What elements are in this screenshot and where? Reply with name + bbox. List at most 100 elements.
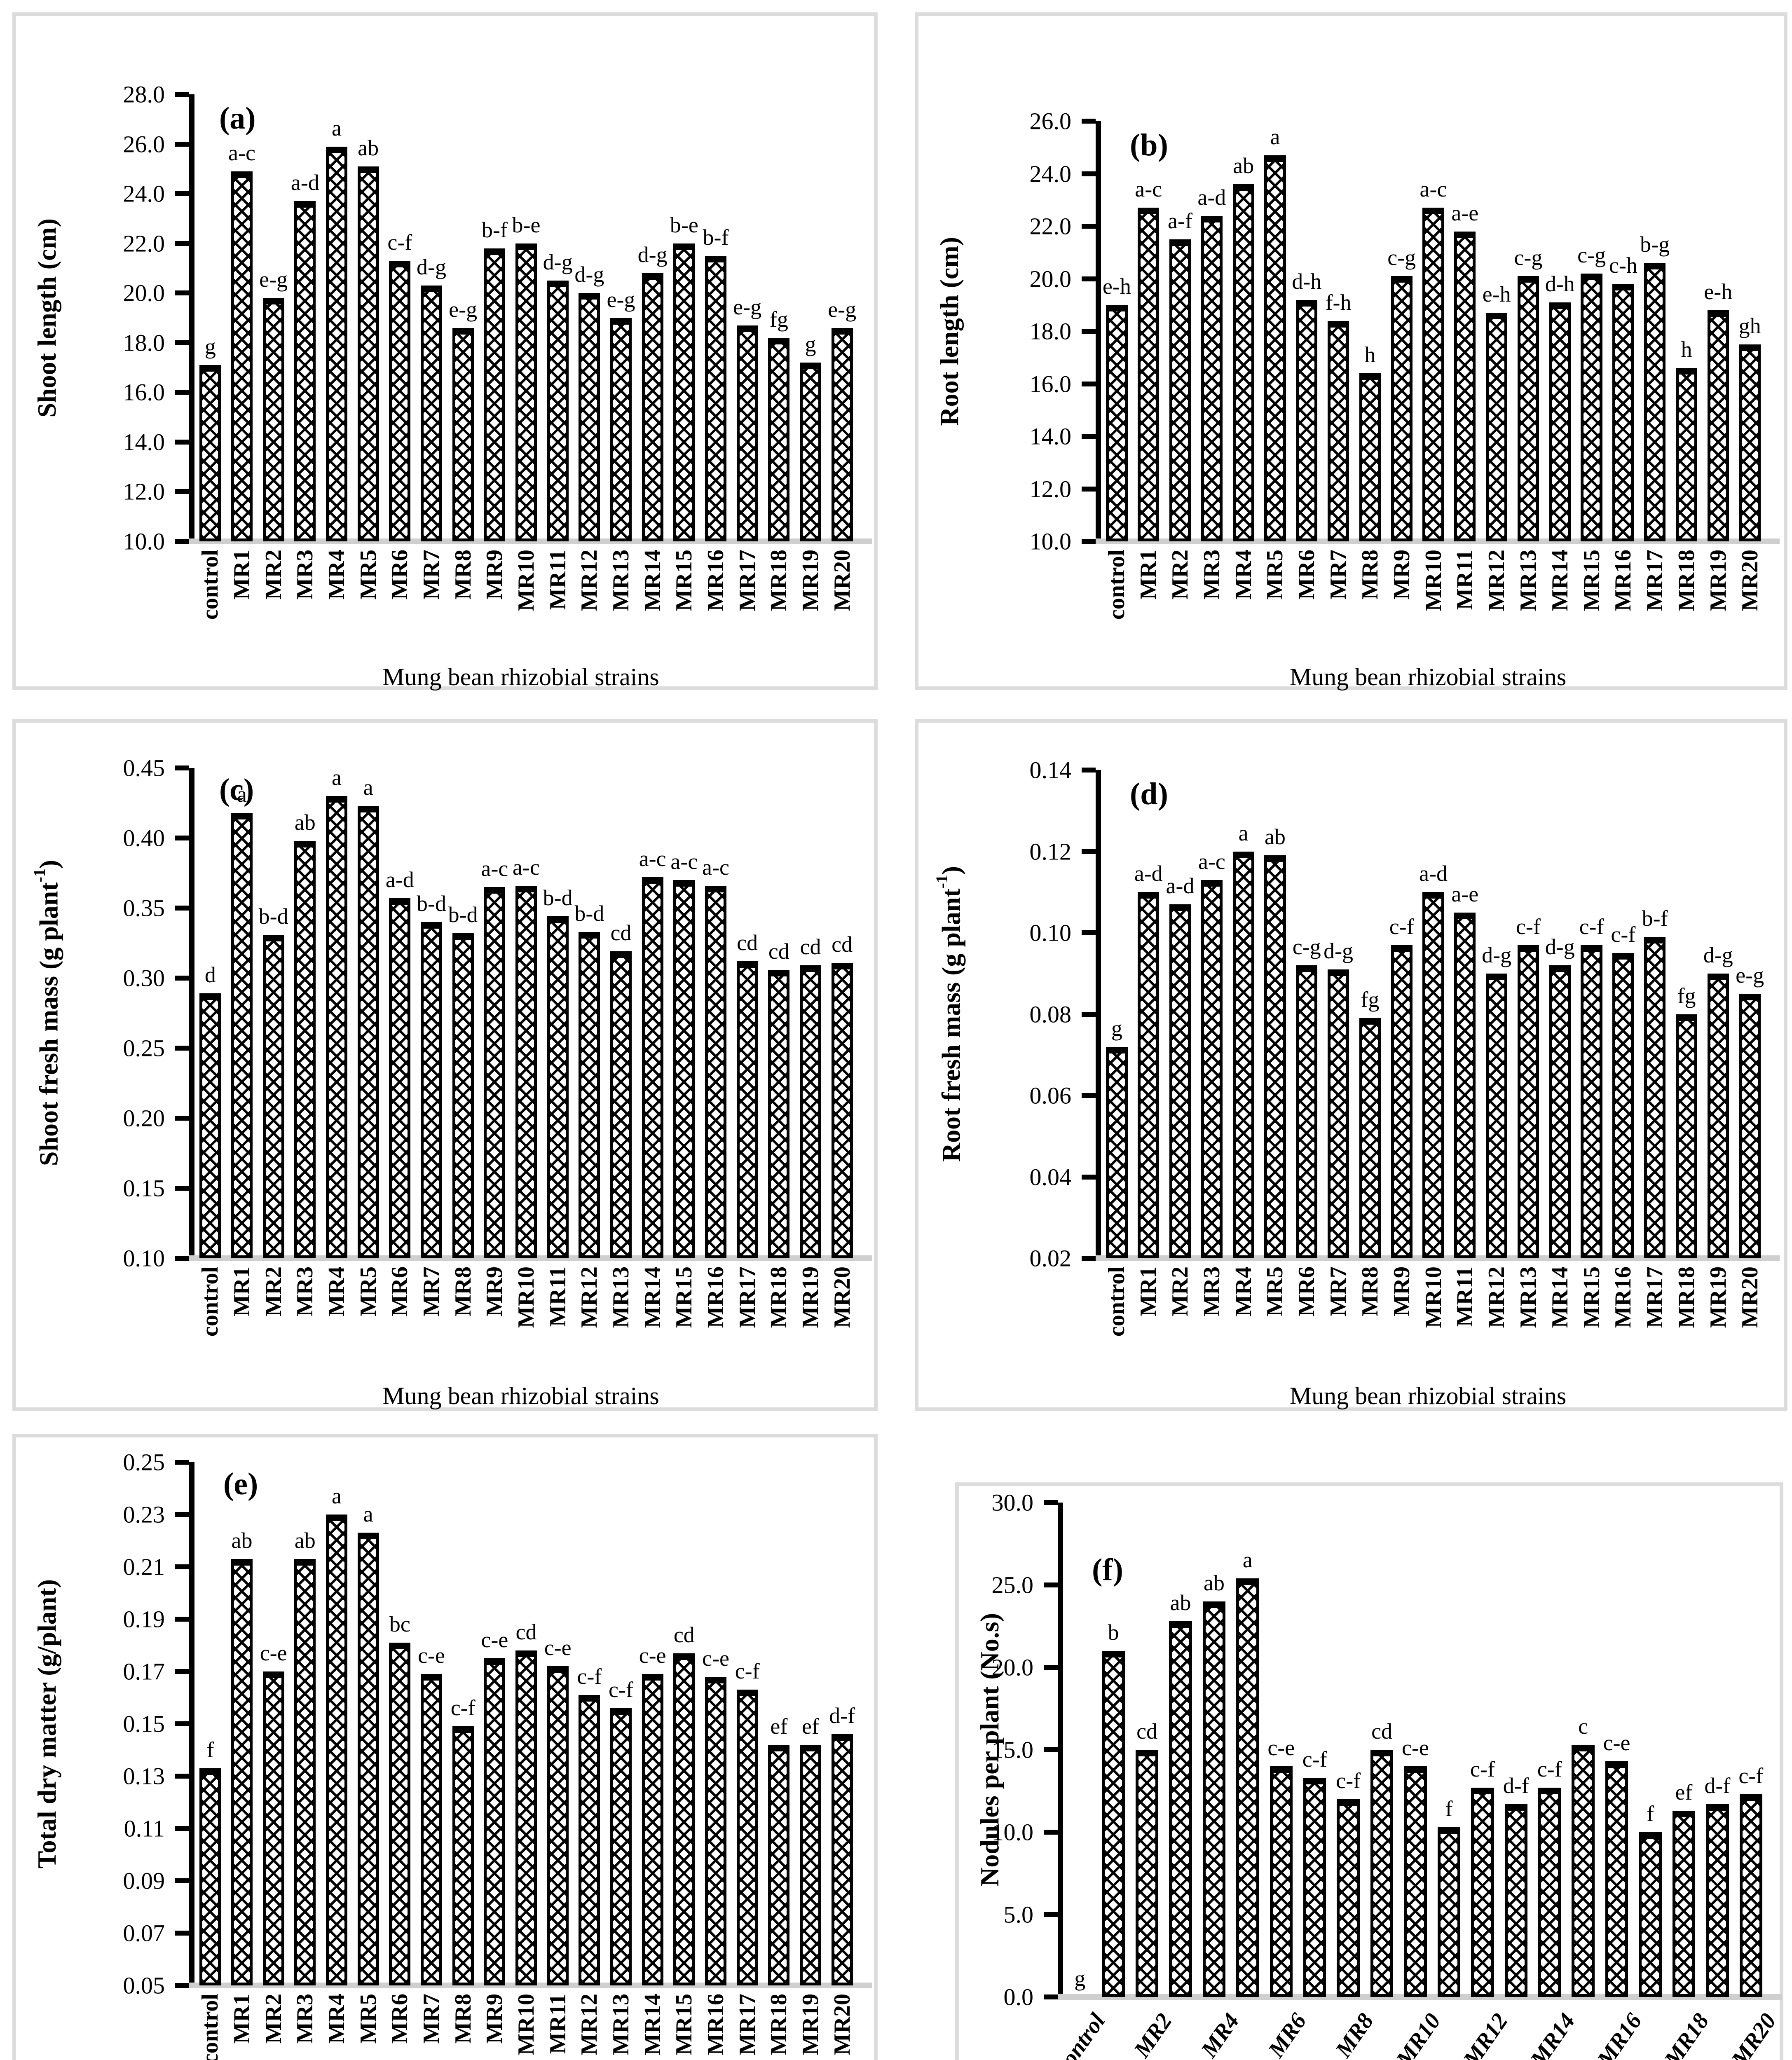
bar [705, 255, 727, 541]
y-tick-label: 28.0 [123, 81, 165, 108]
y-tick-label: 16.0 [123, 379, 165, 406]
y-tick-mark [1082, 224, 1096, 229]
x-tick-label-text: MR12 [1458, 2008, 1513, 2060]
bar [515, 885, 537, 1258]
x-tick-label: MR19 [793, 1994, 828, 2060]
x-tick-label-text: MR2 [1167, 550, 1193, 600]
bar [420, 1674, 443, 1985]
y-tick-label: 0.10 [123, 1245, 165, 1272]
bar [1549, 302, 1571, 541]
bar [1264, 855, 1286, 1258]
bar [452, 1726, 474, 1985]
significance-letter: b-d [448, 902, 478, 927]
x-tick-label-text: MR9 [1389, 1266, 1415, 1317]
bar [515, 243, 537, 541]
y-tick-label: 0.19 [123, 1606, 165, 1633]
y-tick-label: 0.25 [123, 1449, 165, 1476]
y-tick-label: 0.13 [123, 1763, 165, 1790]
bar [1605, 1761, 1628, 1997]
significance-letter: e-g [259, 267, 288, 292]
bar [768, 969, 790, 1258]
significance-letter: c-e [260, 1641, 287, 1665]
x-tick-label-text: MR5 [355, 550, 381, 600]
x-tick-label-text: MR15 [671, 550, 697, 611]
x-tick-label-text: MR8 [450, 1994, 476, 2044]
x-tick-label-text: MR8 [1357, 550, 1383, 600]
bar [642, 1674, 663, 1985]
significance-letter: e-g [1736, 963, 1764, 988]
significance-letter: e-g [733, 294, 762, 319]
x-tick-label: MR16 [698, 550, 733, 686]
bar [547, 281, 569, 541]
x-tick-label: MR2 [1163, 550, 1197, 686]
bar [705, 1676, 727, 1985]
x-tick-label-text: MR12 [576, 1994, 602, 2055]
x-tick-label-text: MR9 [482, 1994, 508, 2044]
y-tick-label: 0.07 [123, 1920, 165, 1947]
x-tick-label-text: MR7 [1326, 1266, 1352, 1317]
x-tick-label-text: MR7 [419, 1994, 444, 2044]
bar [1327, 969, 1349, 1258]
x-tick-label: MR16 [698, 1266, 733, 1402]
bar [642, 273, 663, 541]
bar [547, 916, 569, 1258]
significance-letter: d [204, 962, 216, 988]
significance-letter: a-d [290, 170, 319, 195]
x-tick-label-text: MR17 [1642, 550, 1668, 611]
y-tick-mark [175, 1669, 189, 1674]
y-tick-label: 0.09 [123, 1867, 165, 1894]
y-tick-mark [175, 290, 189, 296]
y-tick-mark [1044, 1582, 1058, 1587]
significance-letter: c-f [609, 1677, 633, 1702]
y-tick-label: 18.0 [123, 329, 165, 356]
x-tick-label-text: MR11 [545, 1266, 571, 1327]
significance-letter: d-f [829, 1703, 855, 1728]
significance-letter: ab [358, 135, 379, 160]
x-tick-label-text: MR18 [1673, 1266, 1699, 1328]
y-tick-mark [175, 141, 189, 147]
y-tick-label: 0.40 [123, 824, 165, 852]
bar [1169, 239, 1191, 541]
significance-letter: b-e [512, 212, 541, 237]
x-tick-label-text: MR10 [513, 1994, 539, 2055]
y-tick-mark [175, 1116, 189, 1121]
x-tick-label: MR11 [541, 1994, 575, 2060]
panel-c: Shoot fresh mass (g plant-1) (c) 0.45 0.4… [12, 719, 878, 1411]
bar [1201, 215, 1223, 541]
x-tick-label-text: MR9 [482, 1266, 508, 1317]
y-tick-mark [1082, 381, 1096, 386]
x-tick-label-text: MR6 [1294, 1266, 1320, 1317]
bar [199, 1768, 221, 1985]
y-tick-label: 22.0 [1029, 213, 1072, 240]
significance-letter: g [805, 332, 816, 356]
x-tick-label-text: MR14 [639, 1266, 665, 1328]
x-tick-label-text: MR19 [1705, 550, 1731, 611]
significance-letter: d-g [574, 262, 604, 287]
significance-letter: ab [1264, 824, 1286, 850]
significance-letter: a [332, 1484, 342, 1508]
significance-letter: c-e [702, 1646, 729, 1671]
x-tick-label: MR8 [446, 1994, 480, 2060]
significance-letter: c-e [544, 1635, 572, 1660]
bar [389, 1643, 411, 1985]
bar [389, 260, 411, 541]
y-tick-mark [175, 191, 189, 197]
bar [768, 1744, 790, 1985]
significance-letter: ef [1675, 1780, 1693, 1805]
x-tick-label-text: MR6 [387, 1266, 413, 1317]
significance-letter: f [1445, 1796, 1453, 1821]
significance-letter: e-g [607, 287, 635, 312]
x-tick-label: MR15 [667, 1266, 701, 1402]
panel-a: Shoot length (cm) (a) 28.0 26.0 24.0 22.0 20… [12, 12, 878, 691]
bar [1270, 1766, 1293, 1997]
x-tick-label-text: MR3 [292, 1266, 318, 1317]
x-tick-label-text: MR13 [1515, 1266, 1541, 1328]
x-tick-label: MR5 [351, 1266, 386, 1402]
significance-letter: cd [515, 1620, 537, 1645]
x-tick-label-text: MR3 [292, 1994, 318, 2044]
bar [1303, 1778, 1326, 1997]
x-tick-label-text: MR6 [1263, 2008, 1312, 2060]
x-tick-label-text: MR16 [1610, 1266, 1636, 1328]
x-tick-label-text: MR14 [1547, 1266, 1573, 1328]
bar [1359, 1018, 1381, 1258]
